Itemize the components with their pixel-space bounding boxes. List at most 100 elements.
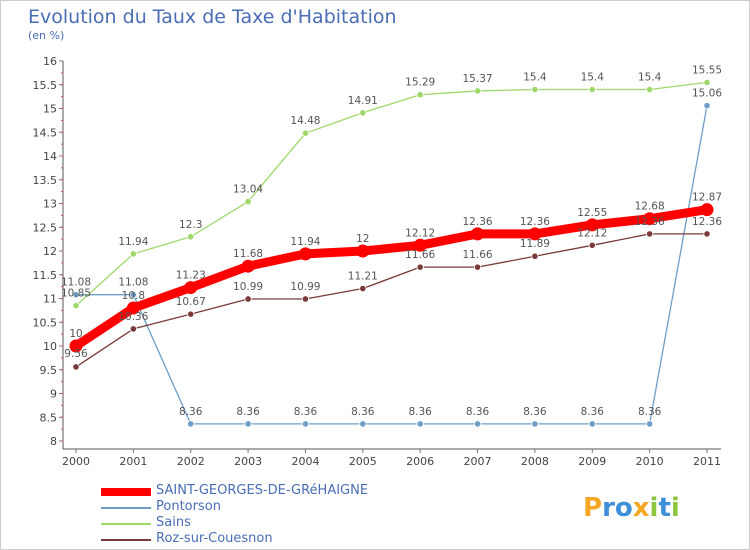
y-tick-label: 9.5 [40,364,58,377]
series-point-0 [241,259,255,273]
series-point-2 [703,78,711,86]
data-label: 11.21 [348,271,378,283]
series-point-2 [244,198,252,206]
series-point-1 [531,420,539,428]
series-point-2 [646,85,654,94]
legend-label: Pontorson [156,499,221,514]
series-point-0 [585,218,599,232]
x-tick-label: 2008 [521,455,549,468]
x-tick-label: 2004 [291,455,319,468]
data-label: 12.12 [577,227,607,239]
logo-letter: i [670,493,680,523]
x-tick-label: 2006 [406,455,434,468]
series-point-3 [72,363,80,371]
data-label: 12 [356,233,369,245]
series-point-3 [416,263,424,271]
data-label: 12.12 [405,227,435,239]
series-point-0 [184,281,198,295]
data-label: 14.48 [290,115,320,127]
y-tick-label: 14 [43,150,57,163]
logo-letter: P [583,493,603,523]
y-tick-label: 12 [43,245,57,258]
data-label: 8.36 [236,406,260,418]
data-label: 12.55 [577,207,607,219]
series-point-1 [416,420,424,428]
data-label: 10.8 [122,290,145,302]
data-label: 8.36 [351,406,375,418]
y-tick-label: 12.5 [33,221,58,234]
series-line-1 [75,105,708,425]
y-tick-label: 15.5 [33,79,58,92]
series-point-3 [129,325,137,333]
series-point-1 [72,291,80,299]
x-tick-label: 2007 [464,455,492,468]
series-point-1 [301,420,310,428]
data-label: 15.4 [523,72,547,84]
data-label: 10.36 [118,311,148,323]
legend-label: Roz-sur-Couesnon [156,531,273,546]
data-label: 8.36 [581,406,605,418]
series-point-2 [72,302,80,310]
data-label: 12.36 [692,216,722,228]
data-label: 10 [69,328,82,340]
data-label: 11.89 [520,238,550,250]
series-point-3 [187,310,195,318]
data-label: 10.85 [61,288,91,300]
y-tick-label: 8.5 [40,411,58,424]
logo-letter: t [658,493,671,523]
data-label: 8.36 [408,406,432,418]
data-label: 8.36 [523,406,547,418]
legend-swatch [101,539,151,541]
data-label: 12.36 [520,216,550,228]
x-axis-ticks: 2000 2001 2002 2003 2004 2005 2006 2007 2008 2009… [62,449,721,468]
proxiti-logo: Proxiti [583,493,680,523]
data-labels: 10 10.8 11.23 11.68 11.94 12 12.12 12.36 12.36 12… [61,64,722,418]
x-tick-label: 2001 [119,455,147,468]
series-point-1 [187,420,195,428]
series-point-1 [703,102,711,110]
series-point-0 [413,238,427,252]
series-point-1 [244,420,252,428]
series-point-0 [700,203,714,217]
series-point-2 [473,87,482,95]
series-point-1 [129,291,137,299]
data-label: 9.56 [64,348,88,360]
x-tick-label: 2002 [177,455,205,468]
legend-swatch [101,488,151,496]
data-label: 8.36 [179,406,203,418]
data-label: 13.04 [233,184,263,196]
data-label: 12.68 [635,201,665,213]
series-point-3 [473,263,482,271]
data-label: 11.68 [233,248,263,260]
series-point-0 [69,339,83,353]
data-label: 12.3 [179,219,202,231]
y-tick-label: 11 [43,293,57,306]
series-point-0 [126,301,140,315]
y-tick-label: 14.5 [33,126,58,139]
series-point-2 [588,85,596,94]
series-point-3 [359,284,367,293]
series-point-3 [244,295,252,303]
data-label: 15.55 [692,64,722,76]
data-label: 11.08 [61,277,91,289]
data-label: 12.36 [463,216,493,228]
series-point-3 [301,295,310,303]
series-point-2 [301,129,310,137]
data-label: 11.23 [176,270,206,282]
data-label: 11.08 [118,277,148,289]
data-label: 10.99 [233,281,263,293]
y-tick-label: 13 [43,198,57,211]
y-tick-label: 11.5 [33,269,58,282]
series-point-1 [359,420,367,428]
y-tick-label: 15 [43,103,57,116]
series-point-3 [703,230,711,238]
data-label: 15.06 [692,88,722,100]
data-label: 11.94 [290,236,320,248]
series-point-3 [531,252,539,260]
logo-letter: o [614,493,633,523]
legend-swatch [101,507,151,509]
data-label: 15.29 [405,77,435,89]
x-tick-label: 2009 [578,455,606,468]
